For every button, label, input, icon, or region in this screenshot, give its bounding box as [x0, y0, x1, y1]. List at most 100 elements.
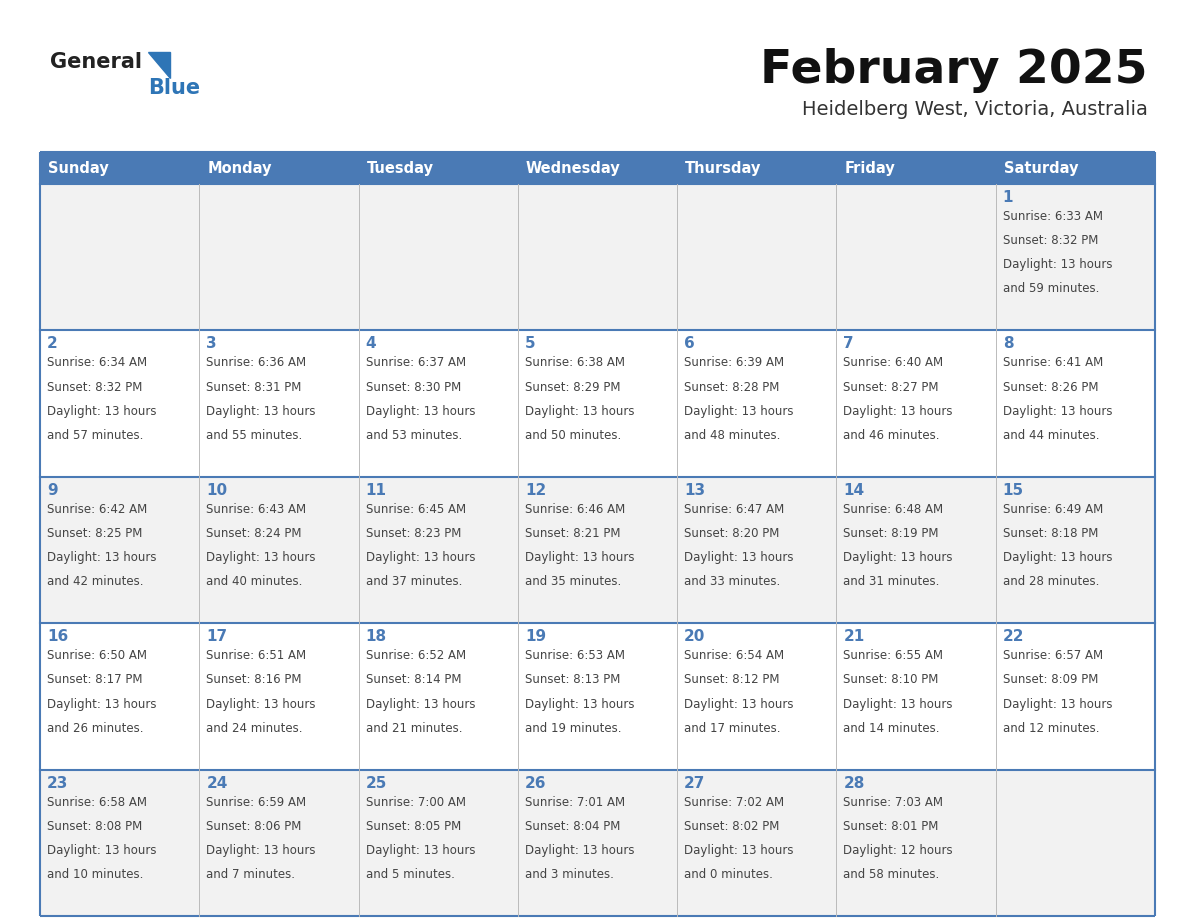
Text: Sunrise: 6:37 AM: Sunrise: 6:37 AM [366, 356, 466, 369]
Text: 22: 22 [1003, 629, 1024, 644]
Text: and 55 minutes.: and 55 minutes. [207, 429, 303, 442]
Bar [200, 152, 359, 184]
Bar [518, 184, 677, 330]
Text: Daylight: 13 hours: Daylight: 13 hours [1003, 698, 1112, 711]
Text: and 46 minutes.: and 46 minutes. [843, 429, 940, 442]
Text: Daylight: 13 hours: Daylight: 13 hours [1003, 258, 1112, 272]
Text: Sunset: 8:27 PM: Sunset: 8:27 PM [843, 381, 939, 394]
Bar [836, 769, 996, 916]
Text: 24: 24 [207, 776, 228, 790]
Bar [359, 623, 518, 769]
Text: Daylight: 13 hours: Daylight: 13 hours [525, 844, 634, 856]
Text: 18: 18 [366, 629, 387, 644]
Text: Sunrise: 6:39 AM: Sunrise: 6:39 AM [684, 356, 784, 369]
Text: General: General [50, 52, 143, 72]
Text: Sunrise: 6:58 AM: Sunrise: 6:58 AM [48, 796, 147, 809]
Text: and 28 minutes.: and 28 minutes. [1003, 576, 1099, 588]
Text: and 12 minutes.: and 12 minutes. [1003, 722, 1099, 734]
Bar [518, 476, 677, 623]
Text: Sunset: 8:32 PM: Sunset: 8:32 PM [48, 381, 143, 394]
Text: and 19 minutes.: and 19 minutes. [525, 722, 621, 734]
Text: Sunrise: 6:49 AM: Sunrise: 6:49 AM [1003, 503, 1102, 516]
Text: 4: 4 [366, 336, 377, 352]
Bar [677, 476, 836, 623]
Text: Sunrise: 6:41 AM: Sunrise: 6:41 AM [1003, 356, 1102, 369]
Text: 27: 27 [684, 776, 706, 790]
Text: Daylight: 13 hours: Daylight: 13 hours [207, 844, 316, 856]
Text: Sunset: 8:16 PM: Sunset: 8:16 PM [207, 674, 302, 687]
Text: Sunset: 8:23 PM: Sunset: 8:23 PM [366, 527, 461, 540]
Text: Sunday: Sunday [48, 161, 109, 175]
Text: Sunrise: 6:40 AM: Sunrise: 6:40 AM [843, 356, 943, 369]
Text: and 53 minutes.: and 53 minutes. [366, 429, 462, 442]
Bar [677, 152, 836, 184]
Text: and 48 minutes.: and 48 minutes. [684, 429, 781, 442]
Bar [40, 769, 200, 916]
Text: 28: 28 [843, 776, 865, 790]
Text: 2: 2 [48, 336, 58, 352]
Text: Sunset: 8:31 PM: Sunset: 8:31 PM [207, 381, 302, 394]
Bar [996, 152, 1155, 184]
Text: Daylight: 13 hours: Daylight: 13 hours [207, 551, 316, 565]
Text: Sunset: 8:21 PM: Sunset: 8:21 PM [525, 527, 620, 540]
Text: Daylight: 13 hours: Daylight: 13 hours [207, 405, 316, 418]
Text: Sunset: 8:28 PM: Sunset: 8:28 PM [684, 381, 779, 394]
Text: Sunrise: 6:33 AM: Sunrise: 6:33 AM [1003, 210, 1102, 223]
Text: 8: 8 [1003, 336, 1013, 352]
Text: Sunset: 8:09 PM: Sunset: 8:09 PM [1003, 674, 1098, 687]
Text: Sunrise: 6:53 AM: Sunrise: 6:53 AM [525, 649, 625, 662]
Text: Sunrise: 7:03 AM: Sunrise: 7:03 AM [843, 796, 943, 809]
Text: Sunrise: 6:57 AM: Sunrise: 6:57 AM [1003, 649, 1102, 662]
Text: Sunset: 8:13 PM: Sunset: 8:13 PM [525, 674, 620, 687]
Text: Wednesday: Wednesday [526, 161, 620, 175]
Bar [40, 152, 200, 184]
Text: Sunrise: 7:00 AM: Sunrise: 7:00 AM [366, 796, 466, 809]
Text: Sunset: 8:24 PM: Sunset: 8:24 PM [207, 527, 302, 540]
Bar [836, 184, 996, 330]
Text: Daylight: 13 hours: Daylight: 13 hours [48, 844, 157, 856]
Text: Daylight: 13 hours: Daylight: 13 hours [1003, 551, 1112, 565]
Text: Daylight: 13 hours: Daylight: 13 hours [684, 405, 794, 418]
Bar [518, 623, 677, 769]
Text: Sunrise: 6:34 AM: Sunrise: 6:34 AM [48, 356, 147, 369]
Text: Daylight: 13 hours: Daylight: 13 hours [684, 844, 794, 856]
Text: Sunset: 8:20 PM: Sunset: 8:20 PM [684, 527, 779, 540]
Text: and 58 minutes.: and 58 minutes. [843, 868, 940, 881]
Bar [996, 769, 1155, 916]
Text: and 37 minutes.: and 37 minutes. [366, 576, 462, 588]
Text: Daylight: 13 hours: Daylight: 13 hours [1003, 405, 1112, 418]
Text: Sunrise: 6:50 AM: Sunrise: 6:50 AM [48, 649, 147, 662]
Bar [677, 769, 836, 916]
Text: 5: 5 [525, 336, 536, 352]
Bar [996, 184, 1155, 330]
Text: Sunset: 8:02 PM: Sunset: 8:02 PM [684, 820, 779, 833]
Text: Daylight: 13 hours: Daylight: 13 hours [684, 551, 794, 565]
Bar [836, 623, 996, 769]
Text: Daylight: 13 hours: Daylight: 13 hours [366, 698, 475, 711]
Text: Daylight: 13 hours: Daylight: 13 hours [525, 551, 634, 565]
Text: 25: 25 [366, 776, 387, 790]
Bar [200, 769, 359, 916]
Text: Sunset: 8:01 PM: Sunset: 8:01 PM [843, 820, 939, 833]
Text: 10: 10 [207, 483, 227, 498]
Text: Sunrise: 6:59 AM: Sunrise: 6:59 AM [207, 796, 307, 809]
Bar [200, 184, 359, 330]
Text: and 0 minutes.: and 0 minutes. [684, 868, 773, 881]
Text: Daylight: 13 hours: Daylight: 13 hours [525, 698, 634, 711]
Bar [359, 769, 518, 916]
Text: Saturday: Saturday [1004, 161, 1079, 175]
Text: 7: 7 [843, 336, 854, 352]
Bar [200, 330, 359, 476]
Text: Sunrise: 6:38 AM: Sunrise: 6:38 AM [525, 356, 625, 369]
Text: Daylight: 13 hours: Daylight: 13 hours [843, 698, 953, 711]
Text: 23: 23 [48, 776, 69, 790]
Text: Blue: Blue [148, 78, 200, 98]
Text: 16: 16 [48, 629, 68, 644]
Text: Daylight: 13 hours: Daylight: 13 hours [366, 551, 475, 565]
Text: and 31 minutes.: and 31 minutes. [843, 576, 940, 588]
Text: 3: 3 [207, 336, 217, 352]
Text: 13: 13 [684, 483, 706, 498]
Text: 19: 19 [525, 629, 546, 644]
Bar [40, 476, 200, 623]
Text: Sunset: 8:06 PM: Sunset: 8:06 PM [207, 820, 302, 833]
